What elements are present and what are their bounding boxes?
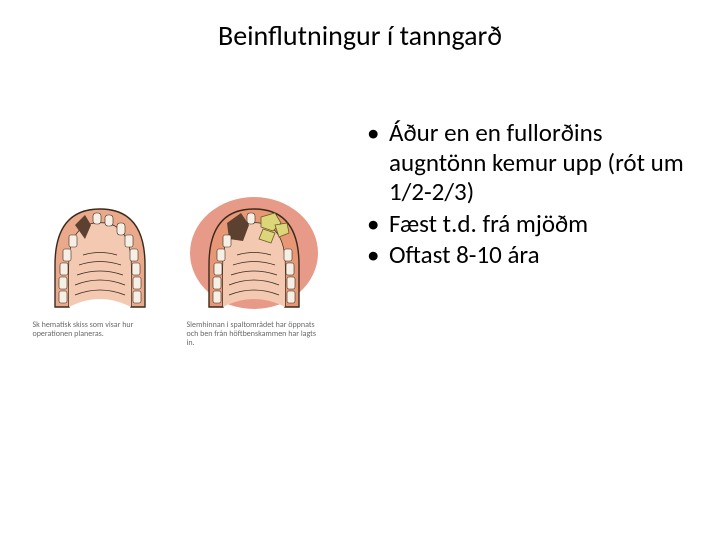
page-title: Beinflutningur í tanngarð bbox=[0, 18, 720, 53]
figure-right: Slemhinnan i spaltområdet har öppnats oc… bbox=[184, 195, 324, 370]
figure-caption-left: Sk hematisk skiss som visar hur operatio… bbox=[33, 321, 168, 339]
bullet-item: Oftast 8-10 ára bbox=[365, 240, 705, 270]
figure-area: Sk hematisk skiss som visar hur operatio… bbox=[30, 195, 330, 370]
slide: Beinflutningur í tanngarð bbox=[0, 0, 720, 540]
figure-caption-right: Slemhinnan i spaltområdet har öppnats oc… bbox=[187, 321, 322, 349]
palate-diagram-before bbox=[35, 195, 165, 315]
bullet-item: Áður en en fullorðins augntönn kemur upp… bbox=[365, 118, 705, 207]
bullet-item: Fæst t.d. frá mjöðm bbox=[365, 209, 705, 239]
palate-diagram-after bbox=[189, 195, 319, 315]
bullet-list: Áður en en fullorðins augntönn kemur upp… bbox=[365, 118, 705, 272]
figure-left: Sk hematisk skiss som visar hur operatio… bbox=[30, 195, 170, 370]
